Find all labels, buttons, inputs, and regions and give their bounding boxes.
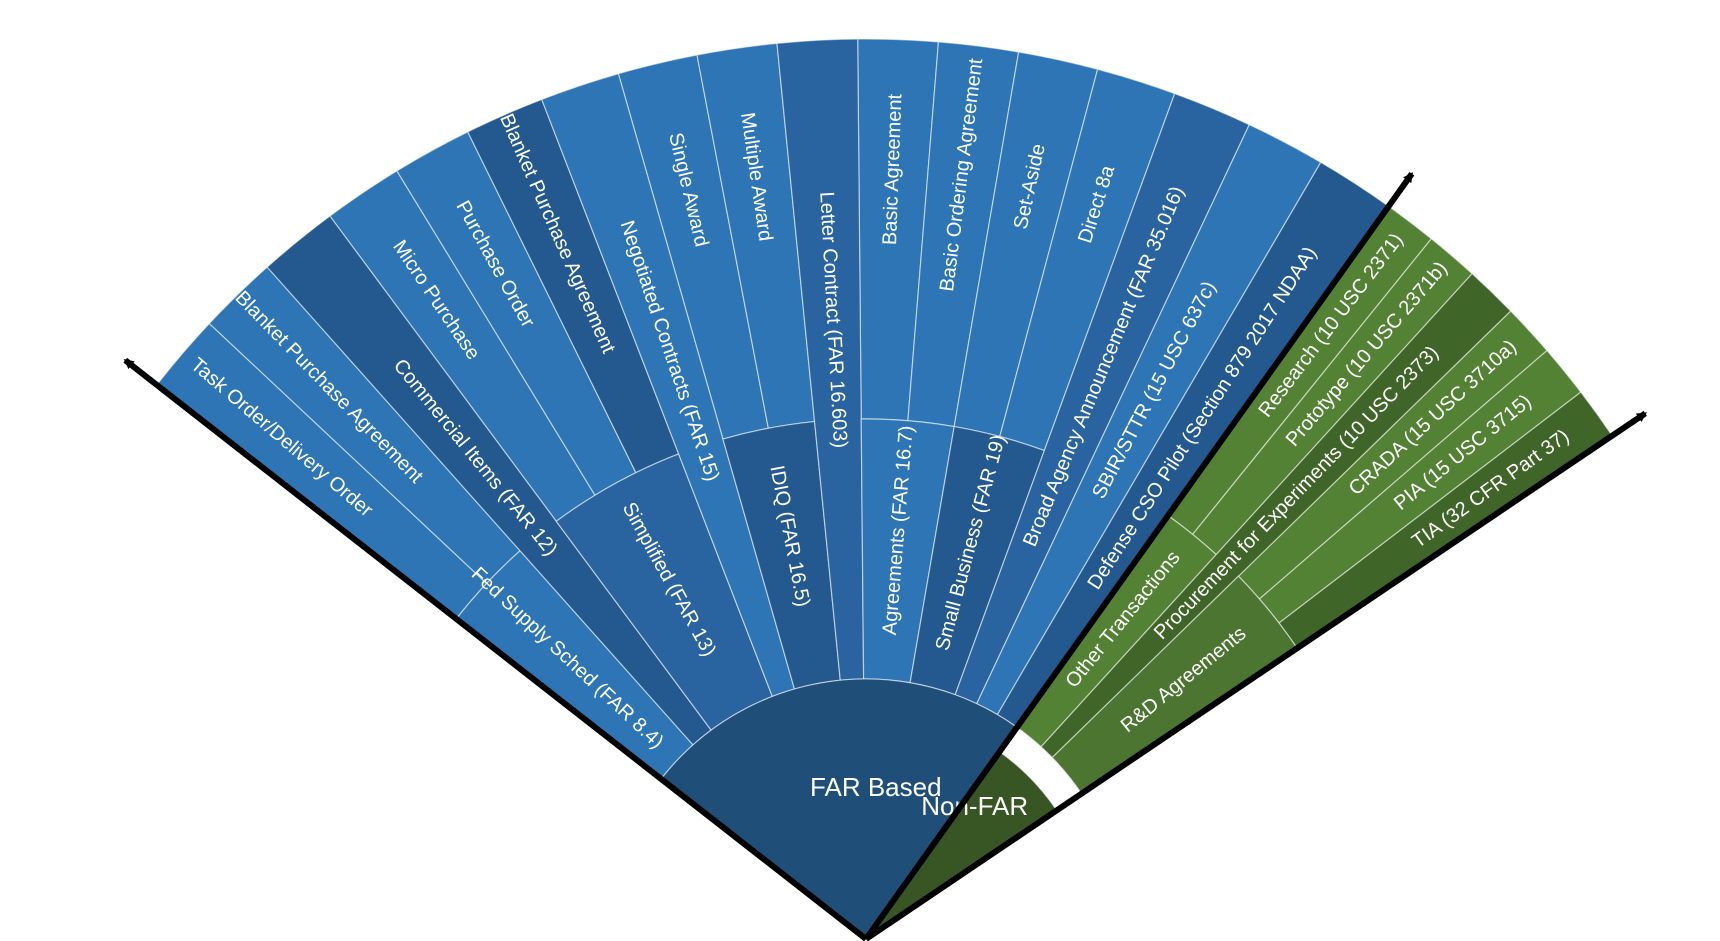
hub-far-segment [660,678,1018,940]
hub-nonfar-label: Non-FAR [921,791,1028,821]
far-nonfar-divider-arrow [863,171,1415,941]
hub-far-label: FAR Based [810,772,942,802]
divider-arrows-layer [123,171,1647,941]
right-edge-arrow [864,410,1647,941]
item-basic-agreement-label: Basic Agreement [879,93,906,245]
left-edge-arrow [123,357,868,941]
